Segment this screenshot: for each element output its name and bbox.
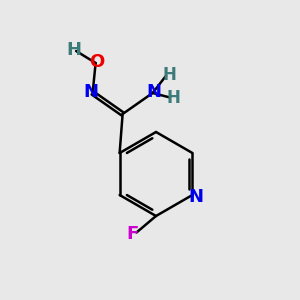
Text: H: H (166, 89, 180, 107)
Text: O: O (89, 53, 105, 71)
Text: H: H (66, 41, 81, 59)
Text: F: F (127, 225, 139, 243)
Text: N: N (188, 188, 203, 206)
Text: N: N (84, 82, 99, 100)
Text: N: N (147, 82, 162, 100)
Text: H: H (162, 66, 176, 84)
